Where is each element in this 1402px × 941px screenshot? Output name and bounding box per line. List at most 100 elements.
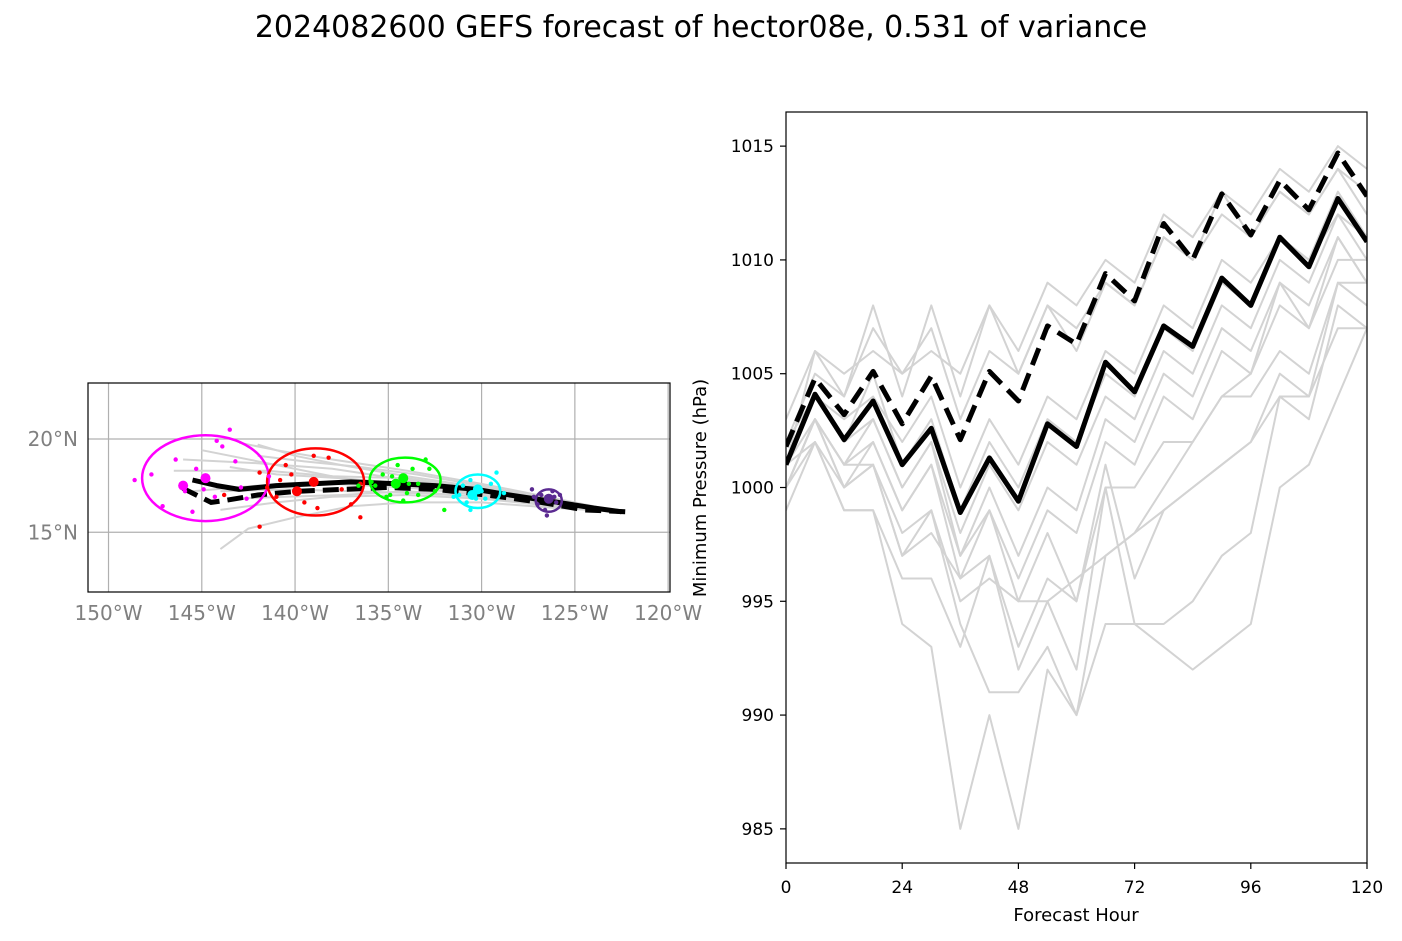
member-position-point	[266, 474, 272, 479]
x-tick-label: 120	[1351, 878, 1383, 898]
y-tick-label: 1000	[731, 479, 774, 499]
member-position-point	[220, 444, 225, 449]
member-position-point	[160, 503, 165, 509]
member-track	[219, 501, 622, 550]
member-pressure-line	[786, 145, 1367, 465]
member-position-point	[542, 507, 548, 513]
map-content	[132, 427, 626, 550]
x-tick-label: 48	[1008, 878, 1030, 898]
member-pressure-line	[786, 281, 1367, 603]
member-position-point	[544, 513, 550, 518]
y-tick-label: 1010	[731, 251, 774, 271]
mean-pressure-dashed-line	[786, 150, 1367, 448]
member-position-point	[488, 481, 494, 486]
map-lon-tick-label: 125°W	[541, 601, 609, 625]
member-position-point	[212, 494, 218, 500]
mean-position-point	[178, 480, 189, 491]
member-pressure-line	[786, 236, 1367, 580]
member-position-point	[457, 492, 462, 498]
map-lon-tick-label: 135°W	[354, 601, 422, 625]
member-position-point	[311, 453, 316, 458]
member-position-point	[257, 470, 262, 475]
member-position-point	[358, 515, 363, 520]
member-position-point	[233, 459, 238, 464]
member-track	[220, 488, 622, 513]
mean-position-point	[472, 484, 483, 495]
member-position-point	[193, 466, 199, 472]
y-tick-label: 985	[742, 820, 774, 840]
member-position-point	[289, 472, 294, 477]
member-position-point	[201, 487, 206, 492]
member-pressure-line	[786, 236, 1367, 557]
member-pressure-line	[786, 258, 1367, 603]
member-position-point	[380, 472, 385, 477]
member-position-point	[442, 507, 447, 513]
member-position-point	[302, 500, 307, 505]
member-position-point	[315, 505, 320, 511]
member-position-point	[432, 489, 438, 494]
x-axis-label: Forecast Hour	[1013, 905, 1139, 926]
member-position-point	[557, 492, 563, 498]
member-pressure-line	[786, 167, 1367, 421]
member-position-point	[415, 481, 421, 486]
member-position-point	[406, 481, 412, 486]
member-position-point	[373, 483, 378, 488]
member-position-point	[264, 485, 270, 490]
x-tick-label: 24	[891, 878, 913, 898]
member-position-point	[535, 502, 540, 507]
y-tick-label: 995	[742, 592, 774, 612]
pressure-series	[786, 145, 1367, 830]
map-lat-tick-label: 20°N	[28, 427, 78, 451]
member-position-point	[483, 496, 488, 501]
member-position-point	[554, 500, 559, 505]
figure-title: 2024082600 GEFS forecast of hector08e, 0…	[254, 10, 1148, 45]
member-position-point	[423, 457, 428, 462]
member-position-point	[410, 466, 415, 472]
member-position-point	[348, 502, 354, 507]
x-tick-label: 0	[781, 878, 792, 898]
member-position-point	[460, 483, 466, 488]
member-position-point	[149, 472, 154, 477]
mean-position-point	[390, 478, 401, 489]
member-position-point	[277, 477, 283, 483]
mean-position-point	[200, 473, 211, 484]
member-position-point	[451, 494, 456, 500]
member-position-point	[244, 496, 249, 501]
member-position-point	[132, 477, 137, 483]
member-position-point	[468, 477, 473, 483]
map-lon-tick-label: 120°W	[634, 601, 702, 625]
uncertainty-ellipse	[368, 456, 442, 504]
mean-position-point	[308, 476, 319, 487]
member-position-point	[257, 524, 262, 529]
x-tick-label: 72	[1124, 878, 1146, 898]
y-tick-label: 1015	[731, 137, 774, 157]
member-position-point	[494, 470, 499, 475]
member-position-point	[238, 485, 244, 490]
map-lat-tick-label: 15°N	[28, 520, 78, 544]
member-position-point	[214, 438, 219, 444]
member-position-point	[531, 494, 537, 500]
member-pressure-line	[786, 190, 1367, 489]
member-position-point	[539, 492, 544, 498]
member-position-point	[550, 489, 555, 494]
map-frame	[87, 382, 671, 593]
uncertainty-ellipse	[454, 473, 502, 510]
member-position-point	[389, 474, 395, 479]
uncertainty-ellipse	[534, 488, 564, 514]
member-position-point	[395, 462, 400, 468]
member-position-point	[529, 487, 535, 492]
y-tick-label: 1005	[731, 365, 774, 385]
mean-track-dashed	[176, 483, 626, 515]
y-tick-label: 990	[742, 706, 774, 726]
map-lon-tick-label: 150°W	[75, 601, 143, 625]
mean-position-point	[291, 486, 302, 497]
member-position-point	[404, 490, 410, 496]
member-position-point	[369, 479, 374, 485]
map-lon-tick-label: 145°W	[168, 601, 236, 625]
map-tick-labels: 150°W 145°W 140°W 135°W 130°W 125°W 120°W 15°N 2…	[28, 427, 703, 625]
mean-position-point	[543, 493, 554, 504]
track-map-panel: 150°W 145°W 140°W 135°W 130°W 125°W 120°W 15°N 2…	[28, 382, 703, 625]
member-pressure-line	[786, 304, 1367, 671]
member-position-point	[221, 492, 227, 498]
